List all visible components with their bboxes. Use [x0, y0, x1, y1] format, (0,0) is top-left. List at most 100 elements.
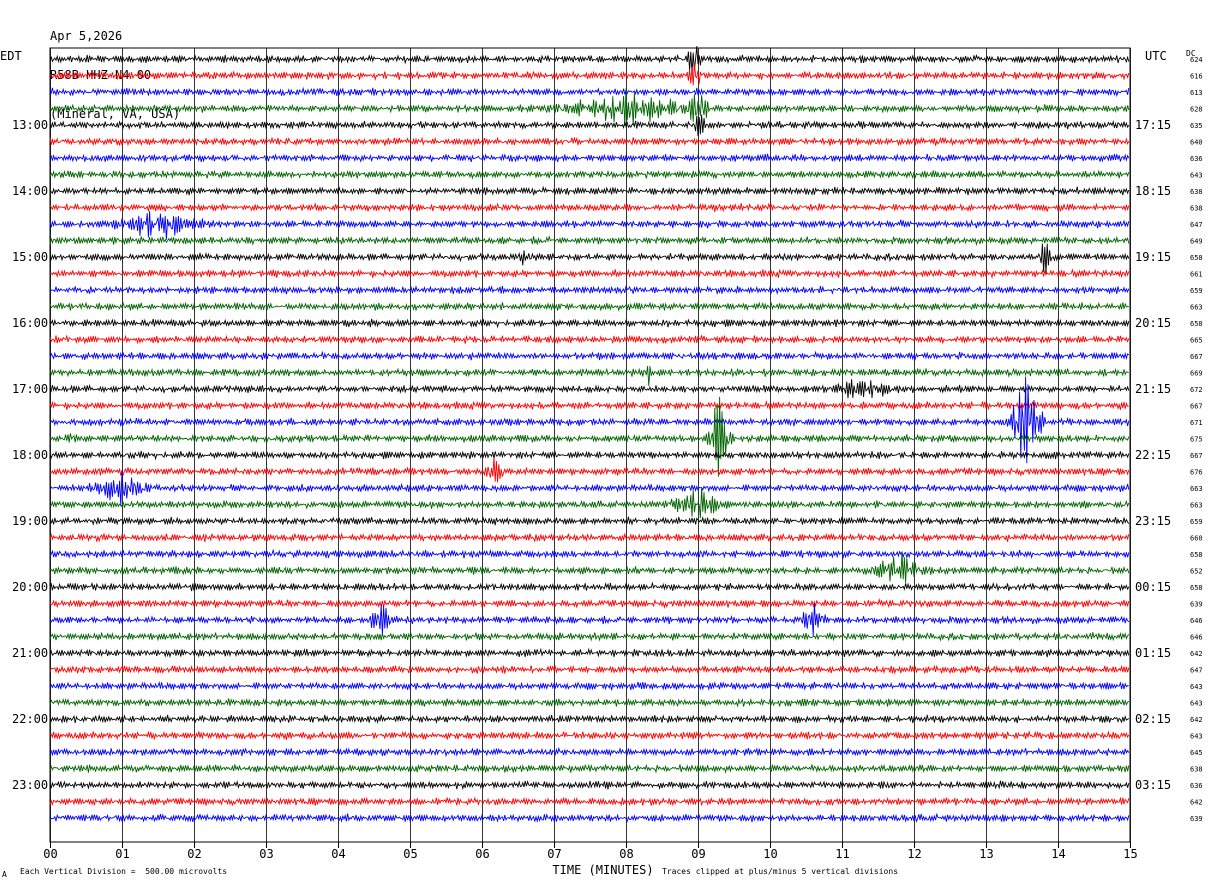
- dc-value: 663: [1190, 502, 1203, 510]
- dc-value: 643: [1190, 683, 1203, 691]
- x-tick-label: 02: [187, 847, 201, 861]
- x-tick-label: 15: [1123, 847, 1137, 861]
- trace-line: [49, 647, 1130, 659]
- trace-line: [49, 796, 1130, 807]
- corner-mark: A: [2, 870, 7, 879]
- dc-value: 665: [1190, 337, 1203, 345]
- trace-line: [49, 396, 1130, 477]
- utc-hour-label: 17:15: [1135, 118, 1171, 132]
- trace-line: [49, 581, 1130, 592]
- dc-value: 638: [1190, 766, 1203, 774]
- trace-line: [49, 210, 1130, 240]
- x-tick-label: 05: [403, 847, 417, 861]
- header-date: Apr 5,2026: [50, 29, 123, 43]
- axis-labels: EDT UTC DC TIME (MINUTES) 00 01 02 03 04 05 06…: [0, 49, 1203, 877]
- dc-value: 659: [1190, 518, 1203, 526]
- x-tick-label: 12: [907, 847, 921, 861]
- utc-hour-label: 18:15: [1135, 184, 1171, 198]
- trace-line: [49, 317, 1130, 329]
- trace-line: [49, 63, 1130, 86]
- trace-line: [49, 376, 1130, 464]
- dc-value: 658: [1190, 254, 1203, 262]
- dc-value: 643: [1190, 733, 1203, 741]
- dc-value: 658: [1190, 320, 1203, 328]
- x-tick-label: 00: [43, 847, 57, 861]
- dc-value: 659: [1190, 287, 1203, 295]
- trace-line: [49, 763, 1130, 774]
- x-tick-label: 14: [1051, 847, 1065, 861]
- edt-hour-label: 21:00: [12, 646, 48, 660]
- dc-value: 643: [1190, 700, 1203, 708]
- trace-line: [49, 457, 1130, 483]
- trace-line: [49, 469, 1130, 507]
- edt-hour-label: 18:00: [12, 448, 48, 462]
- trace-line: [50, 730, 1130, 741]
- dc-value: 667: [1190, 452, 1203, 460]
- utc-hour-label: 21:15: [1135, 382, 1171, 396]
- dc-value: 639: [1190, 815, 1203, 823]
- trace-line: [49, 450, 1130, 461]
- trace-line: [49, 664, 1130, 675]
- x-tick-label: 01: [115, 847, 129, 861]
- trace-line: [49, 713, 1130, 724]
- utc-hour-label: 03:15: [1135, 778, 1171, 792]
- dc-value: 661: [1190, 271, 1203, 279]
- dc-value: 642: [1190, 650, 1203, 658]
- dc-value: 643: [1190, 172, 1203, 180]
- x-tick-label: 04: [331, 847, 345, 861]
- dc-value: 646: [1190, 617, 1203, 625]
- trace-line: [49, 301, 1129, 312]
- dc-value: 636: [1190, 155, 1203, 163]
- dc-value: 642: [1190, 799, 1203, 807]
- edt-hour-label: 13:00: [12, 118, 48, 132]
- edt-hour-label: 15:00: [12, 250, 48, 264]
- dc-value: 616: [1190, 73, 1203, 81]
- dc-value: 647: [1190, 221, 1203, 229]
- dc-value: 636: [1190, 782, 1203, 790]
- trace-line: [49, 515, 1130, 527]
- dc-value: 628: [1190, 106, 1203, 114]
- dc-value: 652: [1190, 568, 1203, 576]
- dc-value: 613: [1190, 89, 1203, 97]
- trace-line: [49, 243, 1130, 274]
- trace-line: [49, 169, 1130, 180]
- grid-lines: [49, 47, 1131, 848]
- trace-line: [49, 334, 1130, 345]
- trace-line: [49, 400, 1129, 411]
- dc-value: 638: [1190, 205, 1203, 213]
- trace-line: [49, 366, 1129, 387]
- edt-hour-label: 19:00: [12, 514, 48, 528]
- trace-line: [49, 350, 1130, 361]
- dc-value: 660: [1190, 535, 1203, 543]
- edt-hour-label: 16:00: [12, 316, 48, 330]
- dc-value: 640: [1190, 139, 1203, 147]
- x-tick-label: 13: [979, 847, 993, 861]
- dc-value: 672: [1190, 386, 1203, 394]
- dc-value: 667: [1190, 403, 1203, 411]
- utc-hour-label: 20:15: [1135, 316, 1171, 330]
- trace-line: [49, 235, 1130, 247]
- trace-line: [49, 86, 1130, 98]
- dc-value: 675: [1190, 436, 1203, 444]
- trace-line: [49, 379, 1130, 399]
- dc-value: 646: [1190, 634, 1203, 642]
- trace-line: [49, 136, 1130, 147]
- trace-line: [49, 697, 1130, 708]
- trace-line: [49, 89, 1130, 126]
- edt-hour-label: 23:00: [12, 778, 48, 792]
- dc-value: 676: [1190, 469, 1203, 477]
- trace-line: [49, 812, 1130, 823]
- dc-value: 658: [1190, 551, 1203, 559]
- trace-line: [49, 488, 1130, 519]
- x-tick-label: 11: [835, 847, 849, 861]
- dc-value: 667: [1190, 353, 1203, 361]
- utc-hour-label: 23:15: [1135, 514, 1171, 528]
- trace-line: [49, 681, 1129, 692]
- trace-line: [49, 780, 1130, 791]
- utc-hour-label: 19:15: [1135, 250, 1171, 264]
- utc-label: UTC: [1145, 49, 1167, 63]
- x-tick-label: 10: [763, 847, 777, 861]
- trace-line: [49, 598, 1130, 609]
- edt-hour-label: 20:00: [12, 580, 48, 594]
